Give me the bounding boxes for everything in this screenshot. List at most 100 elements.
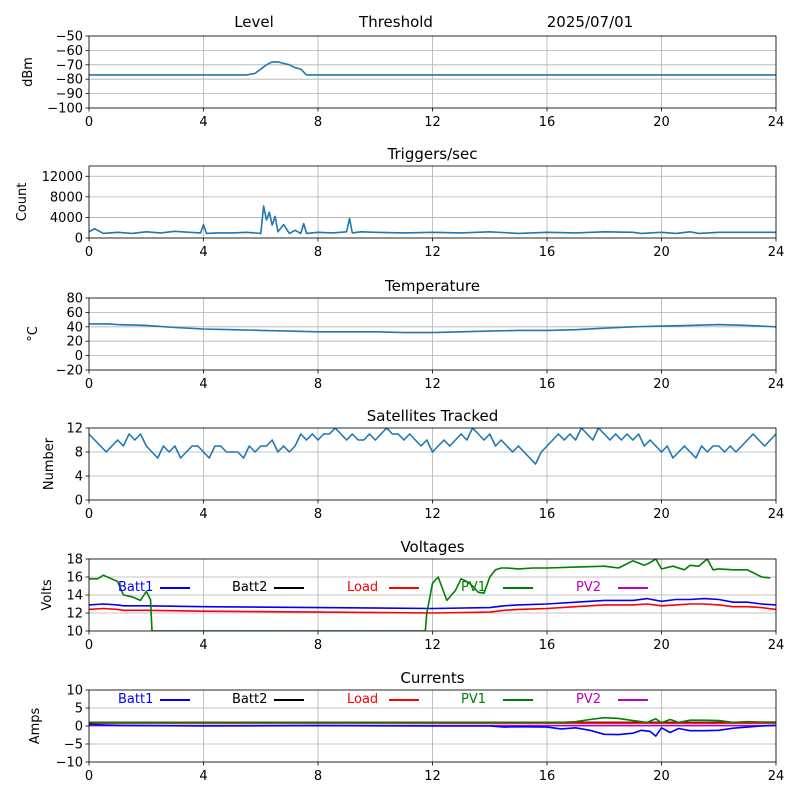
chart-title: Satellites Tracked (367, 407, 498, 425)
legend-label: Batt1 (118, 580, 153, 595)
x-tick-label: 8 (314, 115, 322, 130)
chart-title: Voltages (400, 538, 464, 556)
y-tick-label: 14 (66, 589, 83, 604)
y-tick-label: 5 (75, 702, 83, 717)
y-tick-label: 80 (66, 292, 83, 307)
x-tick-label: 12 (424, 769, 441, 784)
x-tick-label: 8 (314, 245, 322, 260)
y-tick-label: 8000 (50, 190, 83, 205)
axes-frame (88, 427, 777, 501)
y-tick-label: 40 (66, 320, 83, 335)
x-tick-label: 24 (768, 507, 785, 522)
legend-label: PV2 (576, 692, 601, 707)
x-tick-label: 0 (85, 245, 93, 260)
y-tick-label: 0 (75, 349, 83, 364)
y-tick-label: −60 (56, 44, 83, 59)
header-date: 2025/07/01 (547, 13, 633, 31)
y-axis-label: dBm (21, 57, 36, 87)
x-tick-label: 8 (314, 507, 322, 522)
chart-title: Temperature (384, 277, 480, 295)
x-tick-label: 12 (424, 245, 441, 260)
y-axis-label: Volts (40, 579, 55, 611)
y-tick-label: −100 (47, 102, 83, 117)
x-tick-label: 4 (199, 115, 207, 130)
y-axis-label: Amps (28, 707, 43, 744)
y-tick-label: 16 (66, 571, 83, 586)
x-tick-label: 24 (768, 115, 785, 130)
series-line-batt1 (89, 597, 776, 610)
axes-frame (88, 689, 777, 763)
y-axis-label: °C (26, 326, 41, 342)
x-tick-label: 8 (314, 377, 322, 392)
chart-title: Triggers/sec (387, 145, 478, 163)
axes-frame (88, 558, 777, 632)
x-tick-label: 16 (539, 245, 556, 260)
x-tick-label: 4 (199, 507, 207, 522)
chart-panel-1: 0 4 8 12 16 20 24 0 4000 8000 12000 Triggers/sec Cou… (15, 145, 784, 260)
y-tick-label: 0 (75, 232, 83, 247)
x-tick-label: 20 (653, 638, 670, 653)
y-axis-label: Number (42, 437, 57, 490)
series-line-load (89, 603, 776, 614)
y-tick-label: −70 (56, 58, 83, 73)
legend-label: Load (347, 692, 378, 707)
chart-panel-4: 0 4 8 12 16 20 24 10 12 14 16 18 Voltages Volts Batt1 B… (40, 538, 784, 653)
y-tick-label: −50 (56, 30, 83, 45)
y-tick-label: 4 (75, 470, 83, 485)
x-tick-label: 12 (424, 115, 441, 130)
x-tick-label: 24 (768, 245, 785, 260)
x-tick-label: 24 (768, 638, 785, 653)
y-axis-label: Count (15, 183, 30, 222)
x-tick-label: 20 (653, 377, 670, 392)
header-level: Level (234, 13, 274, 31)
legend-label: Load (347, 580, 378, 595)
legend-label: PV1 (461, 580, 486, 595)
x-tick-label: 12 (424, 507, 441, 522)
series-line-0 (89, 323, 776, 334)
legend-label: Batt2 (232, 692, 267, 707)
series-line-0 (89, 428, 776, 465)
x-tick-label: 8 (314, 769, 322, 784)
x-tick-label: 16 (539, 377, 556, 392)
x-tick-label: 16 (539, 507, 556, 522)
chart-panel-0: 0 4 8 12 16 20 24 −100−90−80−70−60−50 dBm (21, 30, 784, 131)
series-line-0 (89, 61, 776, 76)
y-tick-label: 18 (66, 553, 83, 568)
x-tick-label: 0 (85, 507, 93, 522)
x-tick-label: 24 (768, 377, 785, 392)
x-tick-label: 4 (199, 245, 207, 260)
x-tick-label: 24 (768, 769, 785, 784)
y-tick-label: 20 (66, 335, 83, 350)
y-tick-label: 12000 (42, 170, 83, 185)
x-tick-label: 16 (539, 638, 556, 653)
y-tick-label: 0 (75, 720, 83, 735)
y-tick-label: 4000 (50, 211, 83, 226)
x-tick-label: 4 (199, 638, 207, 653)
y-tick-label: 10 (66, 625, 83, 640)
x-tick-label: 8 (314, 638, 322, 653)
y-tick-label: −5 (64, 738, 83, 753)
legend-label: PV2 (576, 580, 601, 595)
y-tick-label: 8 (75, 446, 83, 461)
series-line-batt1 (89, 723, 776, 737)
header-threshold: Threshold (358, 13, 433, 31)
y-tick-label: 12 (66, 422, 83, 437)
x-tick-label: 16 (539, 115, 556, 130)
y-tick-label: −20 (56, 364, 83, 379)
legend-label: Batt1 (118, 692, 153, 707)
figure-header: Level Threshold 2025/07/01 (234, 13, 633, 31)
x-tick-label: 20 (653, 115, 670, 130)
chart-panel-3: 0 4 8 12 16 20 24 0 4 8 12 Satellites Tracked Number (42, 407, 784, 522)
legend-label: Batt2 (232, 580, 267, 595)
x-tick-label: 4 (199, 769, 207, 784)
x-tick-label: 20 (653, 245, 670, 260)
axes-frame (88, 165, 777, 239)
x-tick-label: 12 (424, 638, 441, 653)
x-tick-label: 0 (85, 769, 93, 784)
axes-frame (88, 35, 777, 109)
legend-label: PV1 (461, 692, 486, 707)
x-tick-label: 4 (199, 377, 207, 392)
x-tick-label: 12 (424, 377, 441, 392)
